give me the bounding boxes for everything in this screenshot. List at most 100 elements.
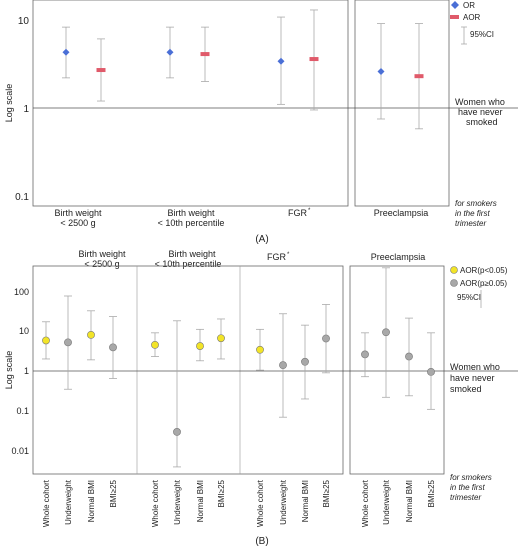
- panel-b-group-1-line-2: < 2500 g: [84, 259, 119, 269]
- panel-a-or-point-2: [277, 57, 285, 65]
- panel-b-xlabel-3-1: Underweight: [382, 479, 391, 525]
- panel-b-group-2-line-1: Birth weight: [168, 249, 216, 259]
- panel-b-ylabel: Log scale: [4, 351, 14, 390]
- legend-aor-label: AOR: [463, 13, 481, 22]
- legend-ci-label: 95%CI: [470, 30, 494, 39]
- panel-b-point-2: [87, 330, 95, 339]
- panel-b-point-9: [279, 361, 287, 370]
- panel-b-xlabel-0-2: Normal BMI: [87, 480, 96, 522]
- panel-a-footnote-1: for smokers: [455, 199, 497, 208]
- panel-b-xlabel-1-3: BMI≥25: [217, 479, 226, 507]
- legend-nonsignificant-marker: [450, 279, 458, 287]
- panel-b-frame-right: [349, 265, 445, 475]
- panel-b-reference-label-2: have never: [450, 373, 495, 383]
- panel-a-aor-point-1: [200, 52, 210, 57]
- panel-b-footnote-2: in the first: [450, 483, 485, 492]
- panel-b-point-0: [42, 336, 50, 345]
- panel-b-ytick-1: 1: [24, 366, 29, 376]
- panel-b-caption: (B): [255, 536, 268, 547]
- panel-a-aor-point-3: [414, 74, 424, 79]
- panel-b-footnote-3: trimester: [450, 493, 481, 502]
- panel-b-ytick-0.01: 0.01: [11, 446, 29, 456]
- panel-b-point-15: [427, 367, 435, 376]
- legend-nonsignificant-label: AOR(p≥0.05): [460, 279, 507, 288]
- panel-b-xlabel-3-2: Normal BMI: [405, 480, 414, 522]
- panel-a-ytick-10: 10: [18, 16, 30, 27]
- panel-b-point-3: [109, 343, 117, 352]
- panel-a-legend: OR AOR 95%CI: [450, 1, 494, 45]
- panel-b-reference-label-1: Women who: [450, 362, 500, 372]
- panel-a-marks: [62, 9, 424, 130]
- panel-b-xlabel-0-3: BMI≥25: [109, 479, 118, 507]
- panel-a-group-3-label: FGR: [288, 208, 307, 218]
- panel-b-point-13: [382, 328, 390, 337]
- panel-a-group-2-line-2: < 10th percentile: [158, 218, 225, 228]
- legend-b-ci-label: 95%CI: [457, 293, 481, 302]
- panel-a-ytick-0.1: 0.1: [15, 192, 29, 203]
- panel-b-xlabel-1-0: Whole cohort: [151, 479, 160, 527]
- legend-aor-marker: [450, 15, 459, 19]
- panel-a-group-1-line-1: Birth weight: [54, 208, 102, 218]
- panel-b-reference-label-3: smoked: [450, 384, 482, 394]
- panel-a-group-3-footnote-mark: *: [308, 208, 311, 214]
- panel-a-or-point-3: [377, 67, 385, 75]
- panel-b-xlabel-3-3: BMI≥25: [427, 479, 436, 507]
- panel-a-footnote-3: trimester: [455, 219, 486, 228]
- panel-b-point-6: [196, 342, 204, 350]
- panel-b-ytick-0.1: 0.1: [16, 406, 29, 416]
- panel-b-point-11: [322, 334, 330, 343]
- panel-b-ytick-100: 100: [14, 287, 29, 297]
- panel-a-aor-point-0: [96, 68, 106, 73]
- panel-a-reference-label-1: Women who: [455, 97, 505, 107]
- panel-b-xlabel-1-2: Normal BMI: [196, 480, 205, 522]
- panel-a-aor-point-2: [309, 57, 319, 62]
- panel-b-group-3-footnote-mark: *: [287, 252, 290, 258]
- panel-a-reference-label-2: have never: [458, 107, 503, 117]
- panel-b-point-8: [256, 345, 264, 354]
- panel-a-reference-label-3: smoked: [466, 117, 498, 127]
- panel-a-frame-left: [32, 0, 349, 207]
- panel-b-point-7: [217, 334, 225, 343]
- panel-b-xlabel-2-2: Normal BMI: [301, 480, 310, 522]
- panel-a-ylabel: Log scale: [4, 84, 14, 123]
- panel-b-point-10: [301, 357, 309, 366]
- panel-b-frame-left: [32, 265, 344, 475]
- panel-b-point-12: [361, 350, 369, 359]
- panel-a: Log scale 10 1 0.1 OR AOR 95%CI Women wh…: [4, 0, 518, 245]
- panel-b-xlabel-0-1: Underweight: [64, 479, 73, 525]
- panel-a-group-4-label: Preeclampsia: [374, 208, 429, 218]
- legend-significant-label: AOR(p<0.05): [460, 266, 508, 275]
- panel-b-marks: [42, 267, 435, 468]
- panel-b-xlabel-2-0: Whole cohort: [256, 479, 265, 527]
- panel-b-group-2-line-2: < 10th percentile: [155, 259, 222, 269]
- legend-or-marker: [451, 1, 459, 9]
- panel-b-ytick-10: 10: [19, 326, 29, 336]
- panel-b-xlabel-1-1: Underweight: [173, 479, 182, 525]
- panel-a-footnote-2: in the first: [455, 209, 490, 218]
- panel-b-point-4: [151, 340, 159, 349]
- panel-a-caption: (A): [255, 234, 268, 245]
- panel-a-ytick-1: 1: [23, 104, 29, 115]
- panel-b-footnote-1: for smokers: [450, 473, 492, 482]
- panel-a-group-1-line-2: < 2500 g: [60, 218, 95, 228]
- panel-b: Birth weight < 2500 g Birth weight < 10t…: [4, 249, 518, 547]
- panel-b-group-3-label: FGR: [267, 252, 286, 262]
- panel-b-xlabel-2-1: Underweight: [279, 479, 288, 525]
- panel-b-xlabel-0-0: Whole cohort: [42, 479, 51, 527]
- panel-a-or-point-1: [166, 48, 174, 56]
- panel-b-point-1: [64, 338, 72, 347]
- panel-b-legend: AOR(p<0.05) AOR(p≥0.05) 95%CI: [450, 266, 508, 308]
- panel-b-group-1-line-1: Birth weight: [78, 249, 126, 259]
- legend-or-label: OR: [463, 1, 475, 10]
- panel-b-xlabel-3-0: Whole cohort: [361, 479, 370, 527]
- panel-b-x-labels: Whole cohort Underweight Normal BMI BMI≥25 W…: [42, 479, 436, 527]
- panel-b-group-4-label: Preeclampsia: [371, 252, 426, 262]
- panel-b-point-5: [173, 428, 181, 436]
- legend-significant-marker: [450, 266, 458, 274]
- panel-b-xlabel-2-3: BMI≥25: [322, 479, 331, 507]
- panel-a-or-point-0: [62, 48, 70, 56]
- panel-a-group-2-line-1: Birth weight: [167, 208, 215, 218]
- panel-a-frame-right: [354, 0, 450, 207]
- panel-b-point-14: [405, 352, 413, 361]
